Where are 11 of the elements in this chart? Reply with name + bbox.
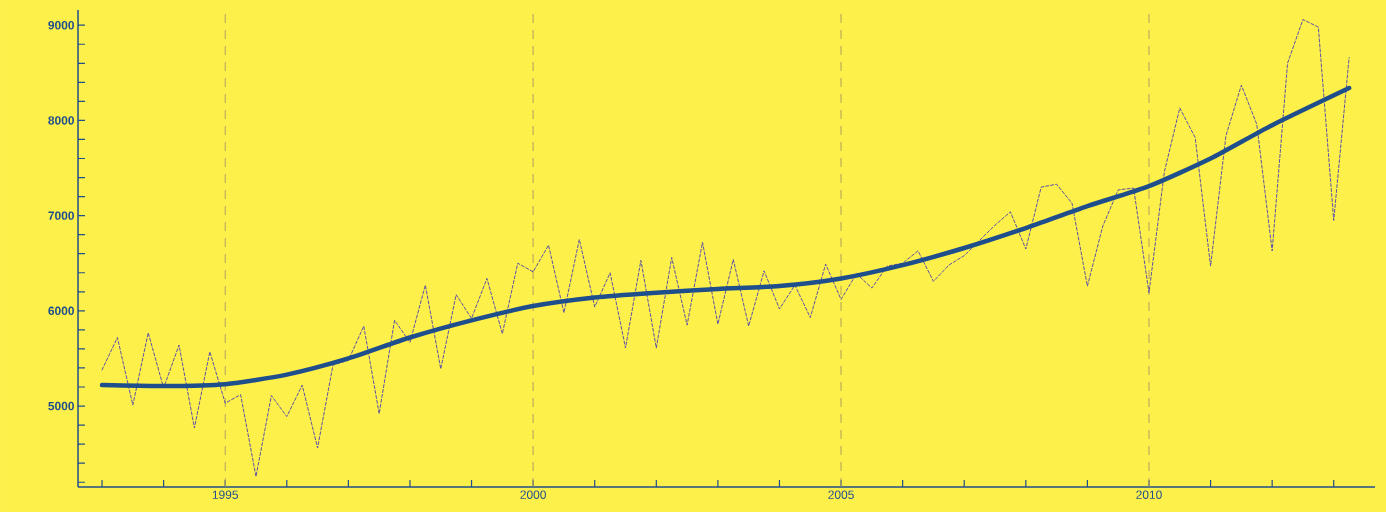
- y-tick-label: 6000: [48, 306, 74, 316]
- y-tick-label: 9000: [48, 20, 74, 30]
- line-series: [99, 85, 1352, 389]
- line-series: [101, 19, 1350, 477]
- x-tick-label: 2000: [520, 490, 546, 499]
- x-tick-label: 2005: [828, 490, 854, 499]
- x-tick-label: 1995: [212, 490, 238, 499]
- y-tick-label: 7000: [48, 211, 74, 220]
- x-tick-label: 2010: [1136, 490, 1162, 499]
- y-tick-label: 8000: [48, 116, 74, 125]
- y-tick-label: 5000: [48, 401, 74, 411]
